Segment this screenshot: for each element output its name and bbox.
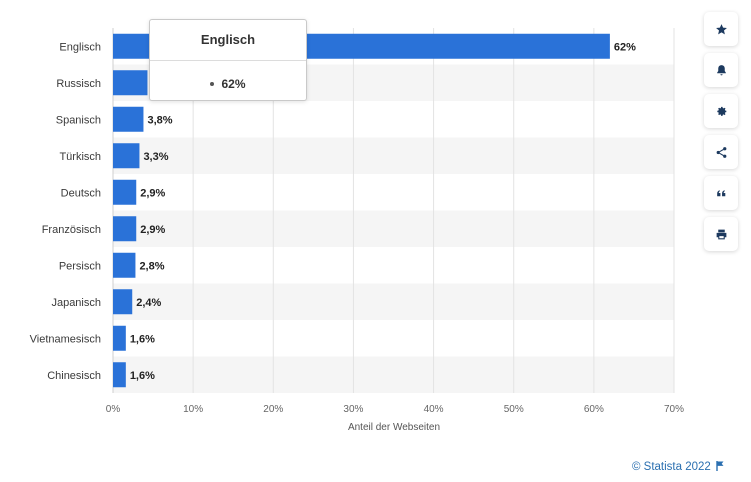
value-label: 2,8%: [139, 260, 164, 272]
settings-button[interactable]: [704, 94, 738, 128]
category-label: Deutsch: [61, 187, 101, 199]
bar[interactable]: [113, 362, 126, 388]
copyright-text: © Statista 2022: [632, 461, 711, 473]
tooltip-divider: [150, 60, 306, 61]
tooltip-value: 62%: [221, 77, 246, 91]
value-label: 3,3%: [143, 151, 168, 163]
x-tick-label: 40%: [424, 404, 444, 415]
print-icon: [716, 229, 726, 239]
bar-chart: Englisch Russisch Spanisch Türkisch Deutsch F…: [30, 28, 684, 433]
category-labels: Englisch Russisch Spanisch Türkisch Deutsch F…: [30, 41, 101, 382]
print-button[interactable]: [704, 217, 738, 251]
value-labels: 62% 3,8% 3,3% 2,9% 2,9% 2,8% 2,4% 1,6% 1,6%: [130, 41, 636, 382]
tooltip: Englisch 62%: [149, 19, 307, 101]
category-label: Englisch: [59, 41, 101, 53]
x-tick-label: 70%: [664, 404, 684, 415]
category-label: Japanisch: [51, 297, 101, 309]
x-tick-label: 30%: [343, 404, 363, 415]
row-stripe: [113, 210, 674, 247]
category-label: Vietnamesisch: [30, 333, 101, 345]
category-label: Spanisch: [56, 114, 101, 126]
bar[interactable]: [113, 70, 148, 96]
value-label: 2,9%: [140, 224, 165, 236]
value-label: 62%: [614, 41, 636, 53]
row-stripe: [113, 283, 674, 320]
bell-icon: [716, 64, 726, 75]
value-label: 3,8%: [147, 114, 172, 126]
favorite-button[interactable]: [704, 12, 738, 46]
copyright-link[interactable]: © Statista 2022: [632, 460, 725, 473]
x-tick-label: 0%: [106, 404, 121, 415]
flag-icon: [716, 461, 724, 471]
category-label: Russisch: [56, 78, 101, 90]
row-stripe: [113, 137, 674, 174]
x-tick-label: 60%: [584, 404, 604, 415]
value-label: 1,6%: [130, 333, 155, 345]
value-label: 2,9%: [140, 187, 165, 199]
bar[interactable]: [113, 252, 136, 278]
value-label: 1,6%: [130, 370, 155, 382]
tooltip-title: Englisch: [200, 32, 256, 47]
gear-icon: [716, 106, 726, 116]
bar[interactable]: [113, 179, 137, 205]
x-axis-title: Anteil der Webseiten: [348, 422, 440, 433]
tooltip-value-row: 62%: [150, 77, 306, 91]
category-label: Türkisch: [59, 151, 101, 163]
bar[interactable]: [113, 216, 137, 242]
x-tick-labels: 0% 10% 20% 30% 40% 50% 60% 70%: [106, 404, 684, 415]
toolbar: [704, 12, 738, 258]
bar[interactable]: [113, 289, 133, 315]
cite-button[interactable]: [704, 176, 738, 210]
category-label: Persisch: [59, 260, 101, 272]
share-icon: [716, 146, 726, 158]
star-icon: [715, 23, 727, 34]
share-button[interactable]: [704, 135, 738, 169]
row-stripes: [113, 64, 674, 393]
bar[interactable]: [113, 143, 140, 169]
notification-button[interactable]: [704, 53, 738, 87]
x-tick-label: 20%: [263, 404, 283, 415]
bar[interactable]: [113, 325, 126, 351]
value-label: 2,4%: [136, 297, 161, 309]
category-label: Chinesisch: [47, 370, 101, 382]
x-tick-label: 50%: [504, 404, 524, 415]
x-tick-label: 10%: [183, 404, 203, 415]
category-label: Französisch: [42, 224, 101, 236]
quote-icon: [716, 189, 725, 196]
row-stripe: [113, 356, 674, 393]
series-dot-icon: [210, 81, 215, 86]
bar[interactable]: [113, 106, 144, 132]
